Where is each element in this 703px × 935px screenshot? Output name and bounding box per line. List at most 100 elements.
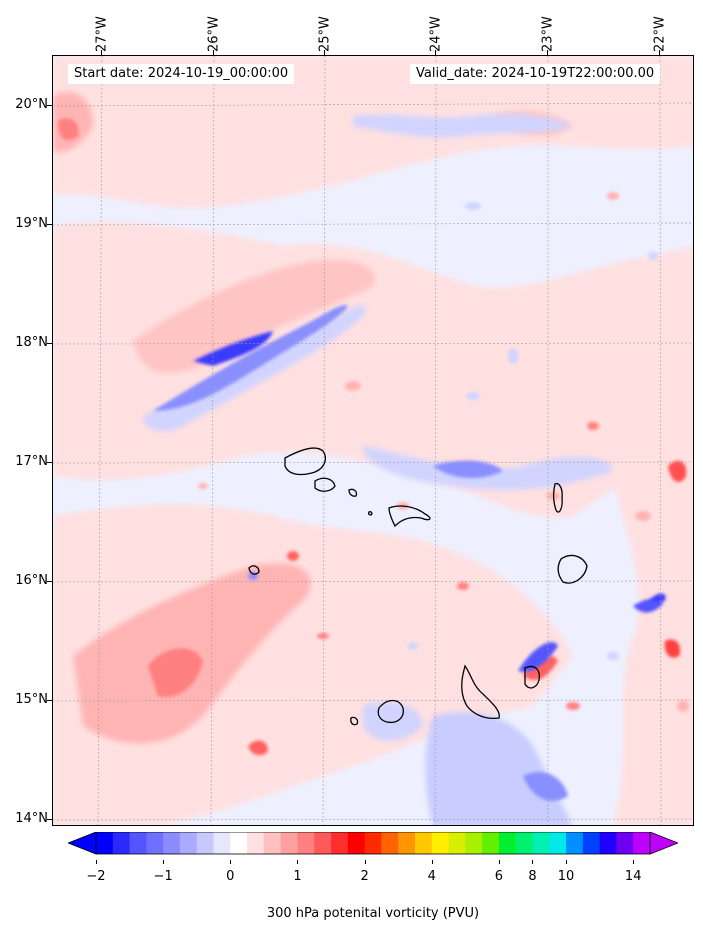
colorbar-tick-label: 1 (293, 869, 302, 884)
lon-tick (435, 50, 436, 55)
island-boa-vista (557, 554, 588, 584)
island-sao-vicente (314, 477, 336, 492)
colorbar-label: 300 hPa potenital vorticity (PVU) (266, 906, 480, 921)
colorbar-segment (582, 832, 601, 854)
colorbar-tick-label: 2 (360, 869, 369, 884)
lon-label: 26°W (206, 16, 222, 52)
lon-tick (324, 50, 325, 55)
colorbar-segment (129, 832, 147, 854)
colorbar-segment (196, 832, 215, 854)
island-brava (350, 716, 359, 726)
colorbar-tick-mark (431, 860, 433, 864)
colorbar-segment (347, 832, 366, 854)
colorbar-tick-label: −2 (86, 869, 106, 884)
colorbar-tick-label: −1 (153, 869, 173, 884)
colorbar-segment (179, 832, 198, 854)
lat-label: 20°N (15, 97, 48, 112)
colorbar-segment (616, 832, 634, 854)
lat-label: 19°N (15, 216, 48, 231)
colorbar-segment (515, 832, 533, 854)
colorbar-tick-label: 10 (557, 869, 575, 884)
lat-label: 17°N (15, 454, 48, 469)
start-date-label: Start date: 2024-10-19_00:00:00 (68, 64, 295, 84)
island-santiago (461, 664, 500, 720)
colorbar-segment (532, 832, 550, 854)
island-small-west (248, 565, 260, 575)
lon-label: 24°W (428, 16, 444, 52)
colorbar-tick-label: 0 (226, 869, 235, 884)
colorbar-segment (146, 832, 164, 854)
colorbar-tick-mark (633, 860, 635, 864)
colorbar-segment (414, 832, 433, 854)
lon-tick (213, 50, 214, 55)
colorbar-segment (465, 832, 483, 854)
colorbar-segment (280, 832, 298, 854)
lon-tick (659, 50, 660, 55)
pv-map (52, 55, 694, 826)
lon-label: 23°W (540, 16, 556, 52)
colorbar-tick-mark (498, 860, 500, 864)
negative-pv-band (153, 305, 666, 801)
island-raso (367, 511, 373, 516)
lon-label: 22°W (652, 16, 668, 52)
colorbar-segment (498, 832, 517, 854)
colorbar-segment (448, 832, 466, 854)
colorbar-tick-mark (364, 860, 366, 864)
colorbar-segment (633, 832, 651, 854)
small-scale-eddies (198, 192, 689, 712)
lon-label: 27°W (94, 16, 110, 52)
colorbar-tick-mark (96, 860, 97, 864)
lat-tick (47, 819, 52, 820)
lon-label: 25°W (317, 16, 333, 52)
colorbar-segment (331, 832, 349, 854)
colorbar-tick-label: 8 (528, 869, 537, 884)
colorbar-segment (163, 832, 181, 854)
colorbar-tick-mark (532, 860, 534, 864)
colorbar-tick-label: 6 (494, 869, 504, 884)
colorbar-tick-mark (566, 860, 568, 864)
colorbar-segment (364, 832, 382, 854)
lat-label: 18°N (15, 335, 48, 350)
colorbar-segment (431, 832, 450, 854)
colorbar-tick-mark (297, 860, 299, 864)
colorbar-segment (96, 832, 114, 854)
colorbar-segment (297, 832, 315, 854)
colorbar-tick-mark (163, 860, 165, 864)
colorbar-segment (263, 832, 282, 854)
colorbar-extend-low (68, 832, 97, 855)
colorbar-segment (482, 832, 500, 854)
valid-date-label: Valid_date: 2024-10-19T22:00:00.00 (410, 64, 661, 84)
island-outlines (248, 447, 588, 726)
colorbar-segment (549, 832, 567, 854)
lat-tick (47, 581, 52, 582)
island-santo-antao (284, 447, 326, 476)
lat-label: 14°N (15, 811, 48, 826)
colorbar-segment (566, 832, 584, 854)
island-santa-luzia (348, 488, 358, 497)
colorbar-tick-label: 14 (624, 869, 642, 884)
colorbar-tick-mark (230, 860, 232, 864)
lat-label: 15°N (15, 692, 48, 707)
colorbar-segment (112, 832, 131, 854)
colorbar (68, 832, 678, 855)
lat-tick (47, 224, 52, 225)
lat-tick (47, 462, 52, 463)
island-maio (524, 665, 540, 689)
lon-tick (547, 50, 548, 55)
colorbar-segment (230, 832, 248, 854)
colorbar-tick-label: 4 (427, 869, 436, 884)
colorbar-segment (381, 832, 399, 854)
island-sao-nicolau (388, 505, 431, 528)
colorbar-segment (398, 832, 416, 854)
colorbar-segment (599, 832, 617, 854)
island-sal (552, 482, 563, 513)
pv-contour-field (53, 56, 693, 825)
lat-label: 16°N (15, 573, 48, 588)
graticule (53, 56, 693, 825)
colorbar-extend-high (649, 832, 678, 855)
lat-tick (47, 700, 52, 701)
colorbar-segment (247, 832, 265, 854)
island-fogo (377, 699, 404, 724)
lon-tick (101, 50, 102, 55)
positive-pv-strong-region (58, 118, 687, 756)
